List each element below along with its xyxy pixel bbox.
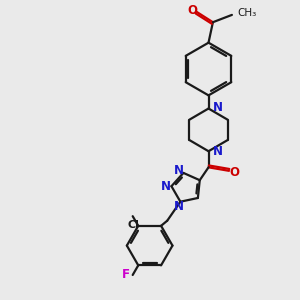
Text: CH₃: CH₃ bbox=[237, 8, 256, 18]
Text: N: N bbox=[174, 200, 184, 214]
Text: N: N bbox=[160, 180, 171, 193]
Text: N: N bbox=[213, 101, 223, 114]
Text: O: O bbox=[230, 166, 240, 179]
Text: N: N bbox=[213, 145, 223, 158]
Text: F: F bbox=[122, 268, 130, 281]
Text: O: O bbox=[188, 4, 198, 17]
Text: Cl: Cl bbox=[127, 220, 139, 230]
Text: N: N bbox=[173, 164, 183, 177]
